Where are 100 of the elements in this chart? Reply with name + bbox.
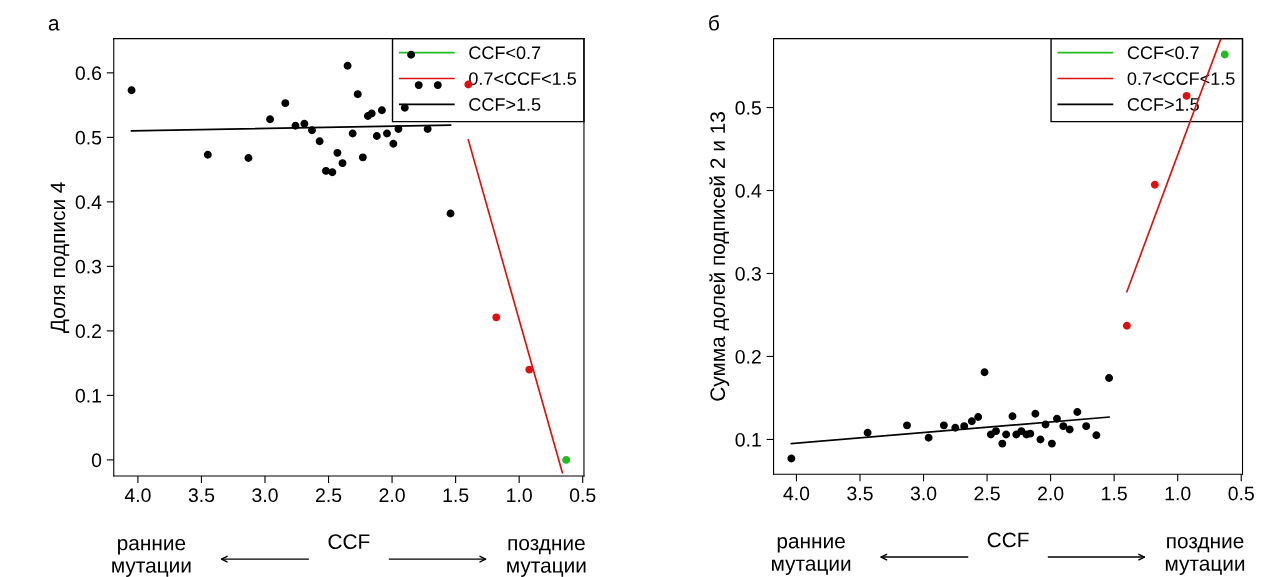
legend-label: 0.7<CCF<1.5 (469, 72, 576, 85)
point (348, 129, 357, 138)
point (1002, 430, 1011, 439)
point (244, 154, 253, 162)
x-tick-label: 2.0 (1038, 486, 1064, 501)
point (863, 428, 872, 437)
x-tick-label: 2.5 (974, 486, 1000, 501)
y-tick-label: 0.1 (75, 388, 102, 403)
point (389, 139, 398, 148)
point (372, 132, 381, 141)
point (414, 81, 423, 90)
point (367, 109, 376, 118)
x-tick-label: 4.0 (124, 488, 151, 503)
point (1008, 412, 1017, 421)
point (1220, 50, 1229, 59)
point (315, 137, 324, 146)
x-tick-label: 2.5 (316, 488, 342, 503)
point (980, 368, 989, 377)
point (525, 365, 534, 374)
point (492, 313, 501, 322)
y-tick-label: 0 (91, 453, 102, 468)
point (308, 126, 316, 135)
point (1026, 429, 1035, 438)
point (383, 129, 391, 138)
point (1031, 409, 1040, 418)
point (1073, 408, 1082, 417)
legend-label: CCF>1.5 (469, 98, 541, 111)
x-tick-label: 2.0 (379, 488, 405, 503)
point (343, 61, 352, 70)
x-axis-title: CCF (328, 534, 370, 550)
point (787, 454, 796, 463)
point (281, 99, 290, 108)
x-tick-label: 3.0 (252, 488, 278, 503)
y-tick-label: 0.4 (75, 195, 102, 210)
point (266, 115, 275, 124)
point (1122, 321, 1131, 330)
x-tick-label: 3.5 (188, 488, 215, 503)
y-tick-label: 0.2 (735, 349, 761, 364)
point (322, 166, 330, 175)
point (1082, 422, 1091, 431)
point (924, 433, 933, 442)
y-axis-title: Сумма долей подписей 2 и 13 (709, 112, 730, 401)
point (127, 86, 136, 95)
point (974, 413, 983, 421)
point (998, 439, 1007, 448)
point (992, 427, 1000, 436)
point (377, 106, 386, 115)
point (394, 125, 403, 133)
y-tick-label: 0.3 (75, 259, 102, 274)
legend-label: CCF<0.7 (1127, 46, 1199, 60)
point (1092, 431, 1101, 440)
point (338, 159, 347, 168)
point (446, 209, 455, 218)
text: ранние мутации (771, 536, 851, 575)
point (1105, 374, 1114, 382)
legend-label: CCF<0.7 (469, 46, 541, 60)
y-tick-label: 0.6 (75, 66, 102, 81)
point (291, 121, 300, 130)
x-tick-label: 4.0 (783, 486, 810, 501)
y-tick-label: 0.4 (735, 183, 762, 198)
y-tick-label: 0.1 (735, 432, 761, 447)
point (939, 421, 948, 430)
point (333, 148, 342, 157)
x-axis-title: CCF (987, 532, 1029, 548)
point (328, 168, 337, 177)
point (300, 119, 309, 128)
point (960, 422, 969, 431)
y-tick-label: 0.3 (735, 266, 761, 281)
point (407, 50, 416, 59)
x-tick-label: 3.0 (910, 486, 937, 501)
point (358, 153, 367, 162)
x-tick-label: 0.5 (1228, 486, 1254, 501)
point (353, 90, 362, 99)
y-axis-title: Доля подписи 4 (50, 182, 70, 333)
point (951, 423, 960, 432)
point (433, 81, 442, 90)
point (203, 150, 212, 159)
point (1053, 414, 1061, 423)
x-tick-label: 1.0 (507, 488, 532, 503)
x-tick-label: 1.0 (1165, 486, 1191, 501)
x-tick-label: 1.5 (443, 488, 469, 503)
point (1059, 422, 1068, 431)
text: поздние мутации (1165, 536, 1245, 575)
y-tick-label: 0.5 (735, 101, 761, 115)
point (967, 417, 976, 426)
point (562, 455, 571, 464)
point (1036, 435, 1045, 444)
x-tick-label: 3.5 (847, 486, 873, 501)
chart-title: б (709, 15, 719, 31)
text: ранние мутации (112, 538, 191, 577)
chart-title: а (48, 19, 60, 31)
point (1041, 420, 1050, 429)
point (903, 421, 911, 430)
point (1150, 180, 1159, 189)
x-tick-label: 1.5 (1102, 486, 1127, 501)
point (1065, 425, 1074, 434)
point (1047, 439, 1056, 448)
y-tick-label: 0.2 (75, 324, 101, 339)
text: поздние мутации (507, 538, 586, 577)
x-tick-label: 0.5 (569, 488, 596, 503)
